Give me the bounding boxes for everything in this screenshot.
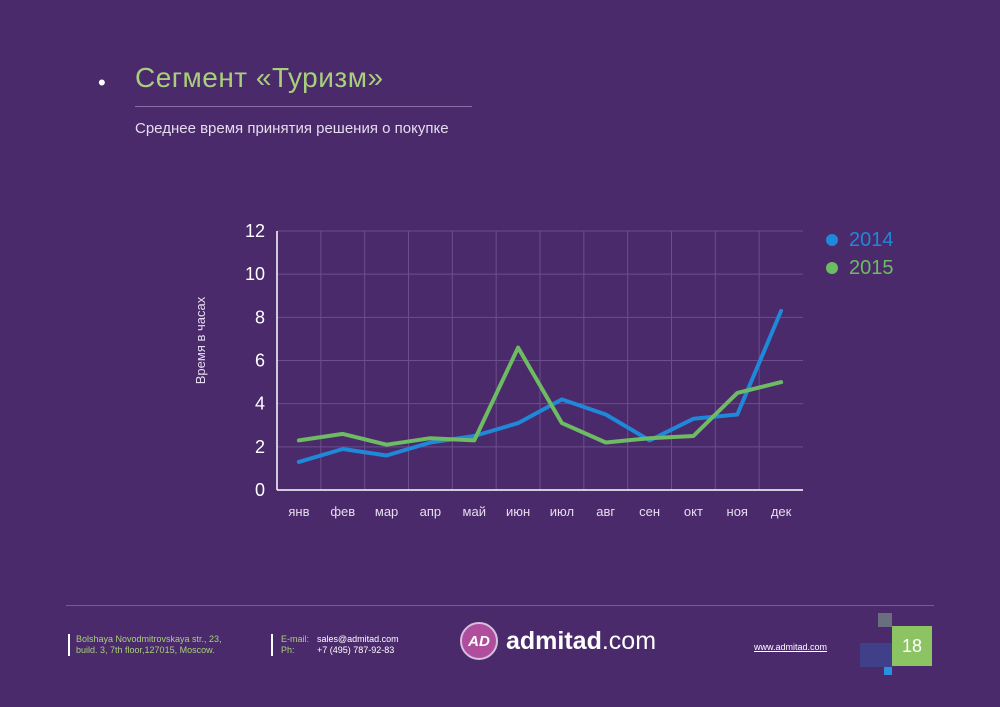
decor-square [860, 643, 894, 667]
y-tick-label: 10 [245, 264, 265, 284]
x-tick-label: авг [596, 504, 615, 519]
email-label: E-mail: [281, 634, 310, 644]
phone-value: +7 (495) 787-92-83 [317, 645, 395, 655]
legend-label-2015: 2015 [849, 256, 894, 279]
x-tick-label: дек [771, 504, 792, 519]
y-tick-label: 8 [255, 307, 265, 327]
x-tick-label: ноя [727, 504, 748, 519]
y-tick-label: 2 [255, 437, 265, 457]
logo-wordmark-bold: admitad [506, 626, 602, 655]
y-tick-label: 4 [255, 394, 265, 414]
decor-square [878, 613, 892, 627]
decor-square [884, 667, 892, 675]
logo-wordmark-rest: .com [601, 626, 657, 655]
legend-item-2014: 2014 [826, 226, 894, 254]
title-divider [135, 106, 472, 107]
address-line-2: build. 3, 7th floor,127015, Moscow. [76, 645, 215, 655]
x-tick-label: мар [375, 504, 398, 519]
email-value[interactable]: sales@admitad.com [317, 634, 399, 644]
y-tick-label: 6 [255, 351, 265, 371]
logo-badge-icon: AD [460, 622, 498, 660]
x-tick-label: июл [550, 504, 574, 519]
series-line-2014 [296, 308, 784, 464]
phone-label: Ph: [281, 645, 295, 655]
x-tick-label: сен [639, 504, 660, 519]
page-title: Сегмент «Туризм» [135, 62, 384, 93]
legend-item-2015: 2015 [826, 254, 894, 282]
x-tick-label: фев [330, 504, 355, 519]
legend-marker-2015 [826, 262, 838, 274]
x-tick-label: май [463, 504, 486, 519]
website-link[interactable]: www.admitad.com [754, 642, 828, 652]
title-bullet: • [98, 70, 106, 95]
x-tick-label: апр [420, 504, 442, 519]
x-tick-label: июн [506, 504, 530, 519]
y-tick-label: 12 [245, 221, 265, 241]
footer-divider [66, 605, 934, 606]
footer-address: Bolshaya Novodmitrovskaya str., 23, buil… [68, 634, 222, 656]
address-line-1: Bolshaya Novodmitrovskaya str., 23, [76, 634, 222, 644]
logo-wordmark: admitad.com [506, 627, 656, 656]
page-subtitle: Среднее время принятия решения о покупке [135, 120, 449, 137]
admitad-logo: AD admitad.com [460, 622, 656, 660]
x-tick-label: янв [288, 504, 309, 519]
legend-marker-2014 [826, 234, 838, 246]
y-axis-title: Время в часах [193, 296, 208, 384]
footer-contacts: E-mail: sales@admitad.com Ph: +7 (495) 7… [271, 634, 399, 656]
x-tick-label: окт [684, 504, 703, 519]
chart-legend: 2014 2015 [826, 226, 894, 282]
y-tick-label: 0 [255, 480, 265, 500]
page-number: 18 [892, 626, 932, 666]
legend-label-2014: 2014 [849, 228, 894, 251]
series-line-2015 [296, 345, 784, 447]
